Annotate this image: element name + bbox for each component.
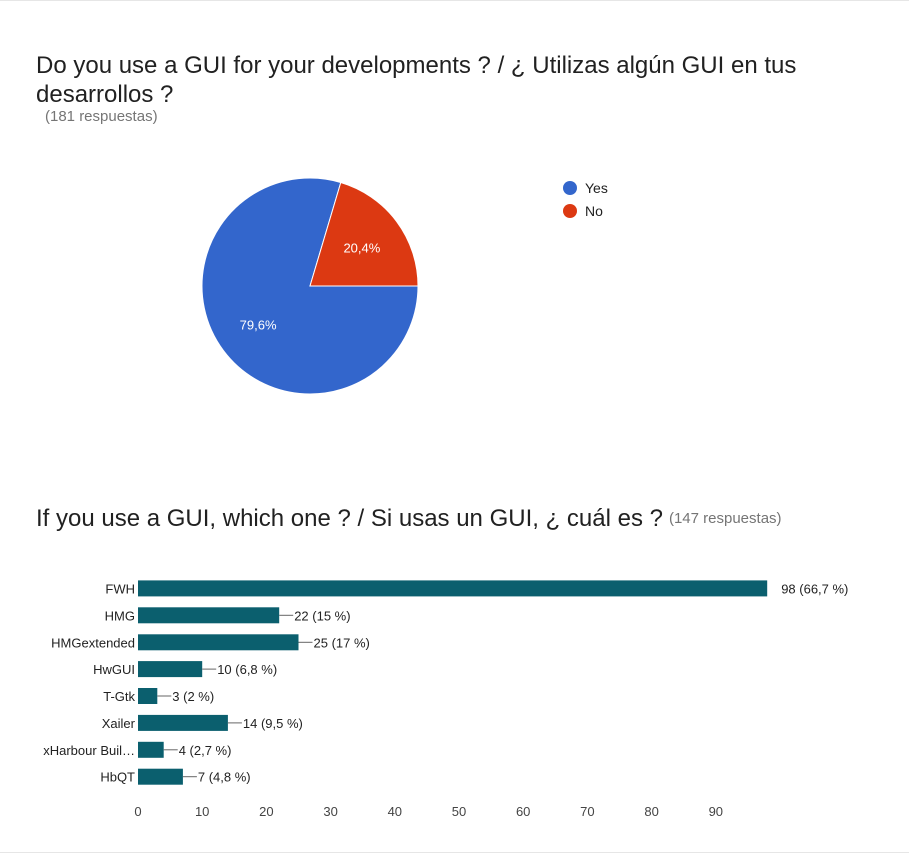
category-label-4: T-Gtk	[103, 689, 135, 704]
pie-slice-label-yes: 79,6%	[240, 318, 277, 333]
x-tick-4: 40	[388, 804, 402, 819]
legend-item-no[interactable]: No	[563, 199, 608, 222]
data-label-2: 25 (17 %)	[314, 635, 370, 650]
legend-label-no: No	[585, 202, 603, 219]
legend-label-yes: Yes	[585, 179, 608, 196]
data-label-7: 7 (4,8 %)	[198, 770, 251, 785]
x-tick-2: 20	[259, 804, 273, 819]
response-count-1: (181 respuestas)	[45, 108, 158, 125]
category-label-5: Xailer	[102, 716, 136, 731]
x-tick-0: 0	[134, 804, 141, 819]
x-tick-1: 10	[195, 804, 209, 819]
bar-3[interactable]	[138, 661, 203, 678]
response-count-2: (147 respuestas)	[668, 510, 782, 527]
bar-5[interactable]	[138, 714, 228, 731]
category-label-1: HMG	[105, 608, 135, 623]
question-card-1: Do you use a GUI for your developments ?…	[0, 0, 909, 455]
data-label-5: 14 (9,5 %)	[243, 716, 303, 731]
x-tick-6: 60	[516, 804, 530, 819]
bar-4[interactable]	[138, 688, 158, 704]
pie-legend: Yes No	[563, 176, 608, 222]
x-tick-8: 80	[644, 804, 658, 819]
category-label-2: HMGextended	[51, 635, 135, 650]
data-label-6: 4 (2,7 %)	[179, 743, 232, 758]
category-label-7: HbQT	[100, 770, 135, 785]
pie-slice-label-no: 20,4%	[343, 240, 380, 255]
data-label-3: 10 (6,8 %)	[217, 662, 277, 677]
data-label-4: 3 (2 %)	[172, 689, 214, 704]
legend-dot-no	[563, 203, 577, 218]
category-label-6: xHarbour Buil…	[43, 743, 135, 758]
question-1-title: Do you use a GUI for your developments ?…	[36, 52, 797, 108]
bar-7[interactable]	[138, 768, 183, 785]
x-tick-5: 50	[452, 804, 466, 819]
bar-chart: FWH 98 (66,7 %) HMG 22 (15 %) HMGextended 25 …	[43, 580, 848, 819]
question-2-title: If you use a GUI, which one ? / Si usas …	[36, 504, 782, 533]
x-tick-7: 70	[580, 804, 594, 819]
question-card-2: If you use a GUI, which one ? / Si usas …	[0, 454, 909, 853]
bar-1[interactable]	[138, 607, 280, 624]
x-tick-3: 30	[323, 804, 337, 819]
bar-0[interactable]	[138, 580, 768, 597]
x-tick-9: 90	[709, 804, 723, 819]
bar-2[interactable]	[138, 634, 299, 651]
pie-chart: 79,6% 20,4%	[201, 177, 419, 395]
pie-slice-no[interactable]	[309, 181, 419, 287]
data-label-1: 22 (15 %)	[294, 608, 350, 623]
category-label-0: FWH	[105, 581, 135, 596]
category-label-3: HwGUI	[93, 662, 135, 677]
bar-6[interactable]	[138, 741, 164, 758]
legend-item-yes[interactable]: Yes	[563, 176, 608, 199]
question-2-title-text: If you use a GUI, which one ? / Si usas …	[36, 505, 663, 532]
data-label-0: 98 (66,7 %)	[781, 581, 848, 596]
legend-dot-yes	[563, 180, 577, 195]
